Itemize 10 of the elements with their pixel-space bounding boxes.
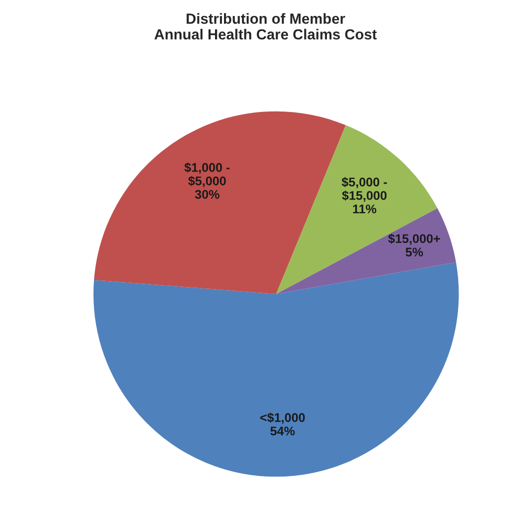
slice-label: $15,000+ [388, 234, 440, 245]
slice-label: $1,000 - $5,000 [184, 162, 230, 188]
slice-label: $5,000 - $15,000 [342, 177, 387, 202]
slice-label: <$1,000 [260, 412, 305, 424]
data-label: 30% [194, 190, 220, 199]
pie-slice [93, 262, 459, 477]
data-label: 54% [270, 426, 295, 436]
chart-title: Distribution of Member Annual Health Care Claims Cost [154, 13, 377, 40]
data-label: 5% [406, 248, 423, 257]
data-label: 11% [353, 204, 376, 214]
